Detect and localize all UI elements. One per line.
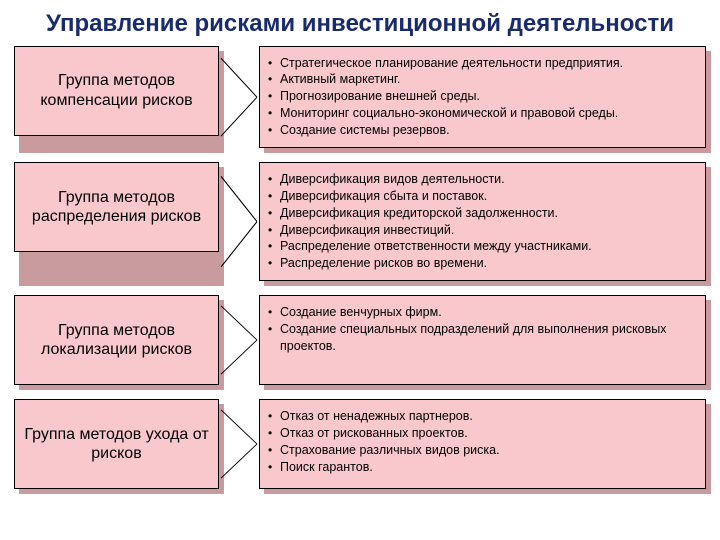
connector bbox=[219, 399, 259, 489]
item-list: Отказ от ненадежных партнеров.Отказ от р… bbox=[266, 408, 695, 476]
right-box-wrap: Отказ от ненадежных партнеров.Отказ от р… bbox=[259, 399, 706, 489]
group-label-box: Группа методов распределения рисков bbox=[14, 162, 219, 252]
list-item: Создание системы резервов. bbox=[266, 122, 695, 139]
list-item: Диверсификация видов деятельности. bbox=[266, 171, 695, 188]
list-item: Создание венчурных фирм. bbox=[266, 304, 695, 321]
group-label-box: Группа методов ухода от рисков bbox=[14, 399, 219, 489]
left-box-wrap: Группа методов локализации рисков bbox=[14, 295, 219, 385]
right-box-wrap: Стратегическое планирование деятельности… bbox=[259, 46, 706, 148]
group-items-box: Диверсификация видов деятельности.Диверс… bbox=[259, 162, 706, 281]
left-box-wrap: Группа методов компенсации рисков bbox=[14, 46, 219, 148]
list-item: Распределение рисков во времени. bbox=[266, 255, 695, 272]
list-item: Диверсификация инвестиций. bbox=[266, 222, 695, 239]
group-items-box: Создание венчурных фирм.Создание специал… bbox=[259, 295, 706, 385]
list-item: Отказ от ненадежных партнеров. bbox=[266, 408, 695, 425]
item-list: Создание венчурных фирм.Создание специал… bbox=[266, 304, 695, 355]
list-item: Создание специальных подразделений для в… bbox=[266, 321, 695, 355]
groups-container: Группа методов компенсации рисков Стратег… bbox=[0, 46, 720, 490]
group-row: Группа методов компенсации рисков Стратег… bbox=[14, 46, 706, 148]
left-box-wrap: Группа методов распределения рисков bbox=[14, 162, 219, 281]
list-item: Диверсификация кредиторской задолженност… bbox=[266, 205, 695, 222]
group-row: Группа методов распределения рисков Дивер… bbox=[14, 162, 706, 281]
connector bbox=[219, 46, 259, 148]
left-box-wrap: Группа методов ухода от рисков bbox=[14, 399, 219, 489]
list-item: Мониторинг социально-экономической и пра… bbox=[266, 105, 695, 122]
group-row: Группа методов ухода от рисков Отказ от н… bbox=[14, 399, 706, 489]
group-label-box: Группа методов компенсации рисков bbox=[14, 46, 219, 136]
connector bbox=[219, 295, 259, 385]
right-box-wrap: Создание венчурных фирм.Создание специал… bbox=[259, 295, 706, 385]
list-item: Страхование различных видов риска. bbox=[266, 442, 695, 459]
connector bbox=[219, 162, 259, 281]
group-label-box: Группа методов локализации рисков bbox=[14, 295, 219, 385]
item-list: Диверсификация видов деятельности.Диверс… bbox=[266, 171, 695, 272]
group-row: Группа методов локализации рисков Создани… bbox=[14, 295, 706, 385]
group-items-box: Отказ от ненадежных партнеров.Отказ от р… bbox=[259, 399, 706, 489]
list-item: Отказ от рискованных проектов. bbox=[266, 425, 695, 442]
list-item: Диверсификация сбыта и поставок. bbox=[266, 188, 695, 205]
list-item: Прогнозирование внешней среды. bbox=[266, 88, 695, 105]
list-item: Поиск гарантов. bbox=[266, 459, 695, 476]
right-box-wrap: Диверсификация видов деятельности.Диверс… bbox=[259, 162, 706, 281]
group-items-box: Стратегическое планирование деятельности… bbox=[259, 46, 706, 148]
list-item: Активный маркетинг. bbox=[266, 71, 695, 88]
item-list: Стратегическое планирование деятельности… bbox=[266, 55, 695, 139]
list-item: Распределение ответственности между учас… bbox=[266, 238, 695, 255]
page-title: Управление рисками инвестиционной деятел… bbox=[0, 0, 720, 46]
list-item: Стратегическое планирование деятельности… bbox=[266, 55, 695, 72]
